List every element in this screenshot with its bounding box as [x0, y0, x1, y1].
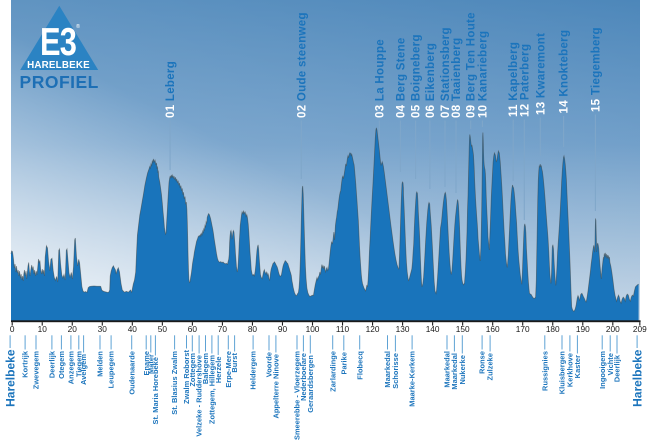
svg-text:Oudenaarde: Oudenaarde: [127, 351, 136, 395]
svg-text:01 Leberg: 01 Leberg: [165, 61, 177, 118]
svg-text:Zottegem, Hillegem: Zottegem, Hillegem: [208, 355, 217, 424]
svg-text:Tiegem: Tiegem: [74, 351, 83, 377]
svg-text:Maarkedal: Maarkedal: [450, 353, 459, 390]
svg-text:150: 150: [456, 324, 470, 334]
svg-text:40: 40: [128, 324, 138, 334]
svg-text:Nederboelare: Nederboelare: [299, 353, 308, 401]
svg-text:Heldergem: Heldergem: [249, 351, 258, 390]
svg-text:20: 20: [68, 324, 78, 334]
svg-text:Balegem: Balegem: [201, 353, 210, 385]
svg-text:160: 160: [486, 324, 500, 334]
svg-text:®: ®: [76, 23, 80, 30]
svg-text:Harelbeke: Harelbeke: [631, 349, 645, 407]
svg-text:Appelterre Ninove: Appelterre Ninove: [272, 354, 281, 419]
svg-text:06 Eikenberg: 06 Eikenberg: [425, 43, 437, 118]
svg-text:15 Tiegemberg: 15 Tiegemberg: [590, 27, 602, 112]
svg-text:Zarlardinge: Zarlardinge: [328, 351, 337, 392]
svg-text:170: 170: [516, 324, 530, 334]
svg-text:Zottegem: Zottegem: [188, 353, 197, 387]
svg-text:09 Berg Ten Houte: 09 Berg Ten Houte: [466, 12, 478, 118]
svg-text:13 Kwaremont: 13 Kwaremont: [535, 33, 547, 115]
svg-text:Flobecq: Flobecq: [355, 351, 364, 380]
svg-text:Otegem: Otegem: [57, 351, 66, 379]
svg-text:10: 10: [38, 324, 48, 334]
svg-text:Velzeke - Ruddershove: Velzeke - Ruddershove: [195, 355, 204, 437]
svg-text:Mater: Mater: [146, 354, 155, 374]
svg-text:90: 90: [278, 324, 288, 334]
svg-text:Maarkedal: Maarkedal: [443, 351, 452, 388]
svg-text:Nukerke: Nukerke: [458, 355, 467, 385]
svg-text:Parike: Parike: [339, 352, 348, 375]
svg-text:10 Kanarieberg: 10 Kanarieberg: [477, 31, 489, 118]
svg-text:HARELBEKE: HARELBEKE: [27, 60, 90, 71]
svg-text:30: 30: [98, 324, 108, 334]
svg-text:100: 100: [306, 324, 320, 334]
svg-text:08 Taaienberg: 08 Taaienberg: [451, 38, 463, 118]
svg-text:Kluisbergen: Kluisbergen: [558, 351, 567, 395]
svg-text:140: 140: [426, 324, 440, 334]
svg-text:200: 200: [606, 324, 620, 334]
svg-text:11 Kapelberg: 11 Kapelberg: [508, 42, 520, 117]
svg-text:110: 110: [336, 324, 350, 334]
svg-text:12 Paterberg: 12 Paterberg: [519, 44, 531, 117]
svg-text:130: 130: [396, 324, 410, 334]
svg-text:03 La Houppe: 03 La Houppe: [374, 39, 386, 118]
svg-text:Ename: Ename: [142, 351, 151, 376]
svg-text:Burst: Burst: [230, 353, 239, 373]
svg-text:Zulzeke: Zulzeke: [486, 353, 495, 380]
svg-text:Ingooigem: Ingooigem: [598, 351, 607, 389]
svg-text:0: 0: [10, 324, 15, 334]
svg-text:Erpe-Mere: Erpe-Mere: [224, 351, 233, 388]
svg-text:Maarkedal: Maarkedal: [383, 351, 392, 388]
svg-text:Smeerebbe - Vloerzegem: Smeerebbe - Vloerzegem: [293, 351, 302, 440]
svg-text:Russignies: Russignies: [540, 351, 549, 391]
svg-text:Harelbeke: Harelbeke: [4, 349, 18, 407]
svg-text:80: 80: [248, 324, 258, 334]
svg-text:07 Stationsberg: 07 Stationsberg: [440, 27, 452, 118]
svg-text:Kaster: Kaster: [573, 355, 582, 378]
svg-text:Deerlijk: Deerlijk: [48, 350, 57, 378]
svg-text:Leupegem: Leupegem: [107, 351, 116, 389]
svg-text:Geraardsbergen: Geraardsbergen: [306, 355, 315, 413]
svg-text:Anzegem: Anzegem: [67, 351, 76, 385]
svg-text:Zwalm Roborst: Zwalm Roborst: [182, 350, 191, 405]
svg-text:Zwevegem: Zwevegem: [32, 351, 41, 390]
svg-text:Avelgem: Avelgem: [79, 354, 88, 385]
svg-text:120: 120: [366, 324, 380, 334]
svg-text:Kortrijk: Kortrijk: [21, 350, 30, 378]
svg-text:04 Berg Stene: 04 Berg Stene: [395, 37, 407, 118]
svg-text:50: 50: [158, 324, 168, 334]
svg-text:Kerkhove: Kerkhove: [566, 353, 575, 387]
svg-text:70: 70: [218, 324, 228, 334]
svg-text:Deerlijk: Deerlijk: [613, 354, 622, 382]
svg-text:St. Blasius Zwalm: St. Blasius Zwalm: [170, 351, 179, 415]
svg-text:St. Maria Horebeke: St. Maria Horebeke: [151, 357, 160, 424]
svg-text:180: 180: [546, 324, 560, 334]
svg-text:Ronse: Ronse: [478, 351, 487, 374]
svg-text:Herzele: Herzele: [214, 357, 223, 384]
svg-text:PROFIEL: PROFIEL: [20, 72, 99, 92]
svg-text:190: 190: [576, 324, 590, 334]
svg-text:02 Oude steenweg: 02 Oude steenweg: [296, 12, 308, 118]
svg-text:Maarke-Kerkem: Maarke-Kerkem: [408, 351, 417, 407]
svg-text:209: 209: [633, 324, 647, 334]
svg-text:60: 60: [188, 324, 198, 334]
svg-text:Voorde: Voorde: [265, 352, 274, 377]
svg-text:Melden: Melden: [96, 351, 105, 377]
svg-text:Vichte: Vichte: [606, 353, 615, 375]
svg-text:05 Boigneberg: 05 Boigneberg: [411, 34, 423, 118]
svg-text:Schorisse: Schorisse: [391, 353, 400, 389]
svg-text:14 Knokteberg: 14 Knokteberg: [559, 30, 571, 114]
svg-text:E3: E3: [40, 21, 77, 64]
